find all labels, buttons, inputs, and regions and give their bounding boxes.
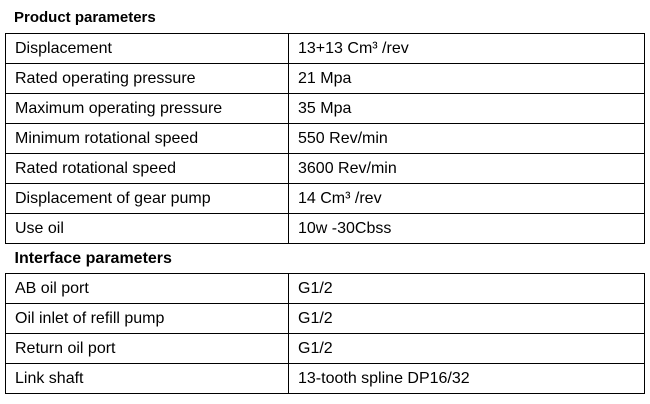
table-row: Oil inlet of refill pump G1/2 — [5, 303, 645, 334]
table-row: Maximum operating pressure 35 Mpa — [5, 93, 645, 124]
row-label: Maximum operating pressure — [5, 93, 289, 124]
row-label: Return oil port — [5, 333, 289, 364]
table-row: AB oil port G1/2 — [5, 273, 645, 304]
row-label: Oil inlet of refill pump — [5, 303, 289, 334]
table-row: Rated rotational speed 3600 Rev/min — [5, 153, 645, 184]
interface-parameters-title: Interface parameters — [5, 243, 645, 274]
row-value: 13+13 Cm³ /rev — [288, 33, 645, 64]
row-value: 10w -30Cbss — [288, 213, 645, 244]
table-row: Rated operating pressure 21 Mpa — [5, 63, 645, 94]
row-value: 550 Rev/min — [288, 123, 645, 154]
row-value: G1/2 — [288, 303, 645, 334]
table-row: Link shaft 13-tooth spline DP16/32 — [5, 363, 645, 394]
row-value: 14 Cm³ /rev — [288, 183, 645, 214]
row-label: Displacement — [5, 33, 289, 64]
table-row: Return oil port G1/2 — [5, 333, 645, 364]
row-value: G1/2 — [288, 333, 645, 364]
parameters-table: Displacement 13+13 Cm³ /rev Rated operat… — [5, 33, 645, 394]
row-value: 13-tooth spline DP16/32 — [288, 363, 645, 394]
row-label: Link shaft — [5, 363, 289, 394]
table-row: Displacement 13+13 Cm³ /rev — [5, 33, 645, 64]
table-row: Use oil 10w -30Cbss — [5, 213, 645, 244]
row-value: 35 Mpa — [288, 93, 645, 124]
row-label: Minimum rotational speed — [5, 123, 289, 154]
row-value: G1/2 — [288, 273, 645, 304]
row-value: 3600 Rev/min — [288, 153, 645, 184]
product-parameters-title: Product parameters — [14, 9, 156, 26]
section-heading-row: Interface parameters — [5, 243, 645, 274]
table-row: Minimum rotational speed 550 Rev/min — [5, 123, 645, 154]
row-label: Use oil — [5, 213, 289, 244]
table-row: Displacement of gear pump 14 Cm³ /rev — [5, 183, 645, 214]
row-label: AB oil port — [5, 273, 289, 304]
row-value: 21 Mpa — [288, 63, 645, 94]
row-label: Rated rotational speed — [5, 153, 289, 184]
row-label: Rated operating pressure — [5, 63, 289, 94]
row-label: Displacement of gear pump — [5, 183, 289, 214]
